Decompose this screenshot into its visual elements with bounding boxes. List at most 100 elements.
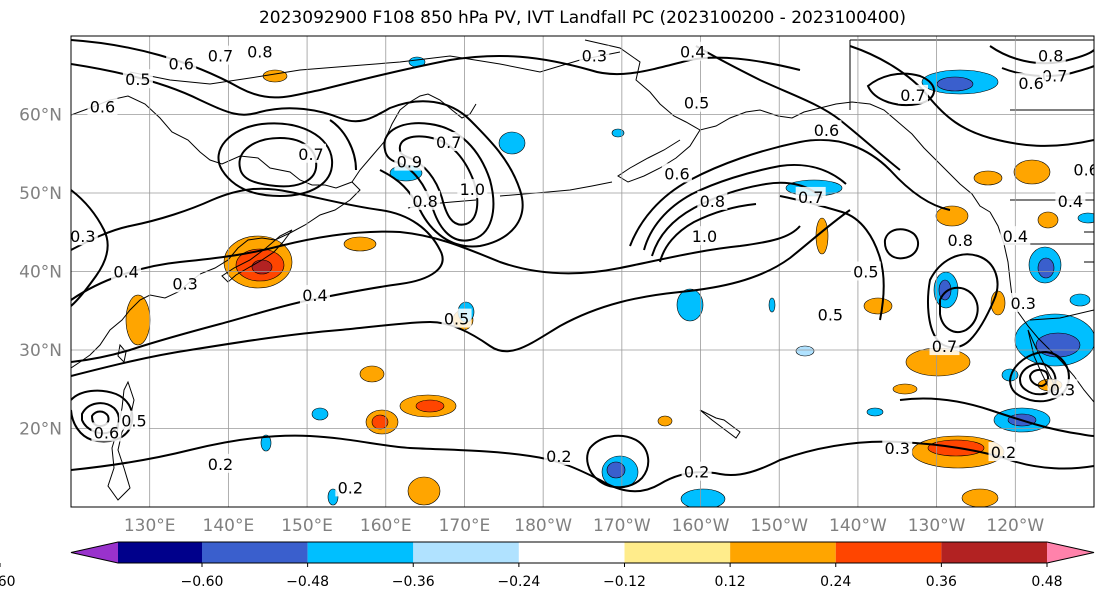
contour-label-background: [122, 69, 153, 89]
contour-line: [71, 189, 109, 307]
contour-label-background: [299, 285, 330, 305]
contour-label: 0.3: [1010, 294, 1035, 313]
positive-anomaly-patch: [407, 476, 441, 506]
negative-anomaly-patch: [1035, 332, 1081, 358]
contour-label: 0.4: [302, 286, 327, 305]
contour-line: [643, 164, 847, 251]
contour-label: 0.2: [338, 478, 363, 497]
contour-label-background: [87, 96, 118, 116]
colorbar-segment: [202, 542, 308, 563]
contour-label-background: [681, 461, 712, 481]
contour-label-background: [543, 445, 574, 465]
contour-label: 1.0: [692, 227, 717, 246]
contour-label: 0.5: [121, 412, 146, 431]
contour-label-background: [677, 41, 708, 61]
contour-label: 0.4: [680, 43, 705, 62]
negative-anomaly-patch: [1077, 212, 1094, 224]
contour-label-background: [988, 442, 1019, 462]
contour-label: 0.7: [1042, 66, 1067, 85]
colorbar-tick-label: −0.48: [286, 574, 329, 590]
contour-label: 0.3: [70, 227, 95, 246]
negative-anomaly-patch: [1069, 293, 1091, 307]
contour-line: [217, 122, 334, 198]
contour-label: 0.2: [991, 443, 1016, 462]
longitude-tick-label: 140°W: [829, 516, 887, 536]
contour-label-background: [850, 261, 881, 281]
positive-anomaly-patch: [371, 414, 389, 430]
coastlines: [71, 39, 1094, 501]
border-box-ne: [850, 39, 1094, 263]
contour-line: [329, 119, 357, 171]
longitude-tick-label: 150°W: [750, 516, 808, 536]
contour-label-background: [394, 151, 425, 171]
colorbar-segment: [941, 542, 1047, 563]
contour-label-background: [205, 453, 236, 473]
contour-label: 0.3: [1050, 380, 1075, 399]
longitude-tick-label: 170°W: [593, 516, 651, 536]
colorbar-tick-label: 0.60: [0, 574, 16, 590]
contour-line: [71, 187, 444, 363]
negative-anomaly-patch: [1037, 257, 1055, 279]
contour-label: 0.6: [90, 98, 115, 117]
contour-label: 0.8: [700, 192, 725, 211]
contour-label: 0.9: [397, 153, 422, 172]
contour-label: 0.2: [546, 447, 571, 466]
contour-label-background: [170, 273, 201, 293]
contour-line: [71, 209, 851, 377]
contour-label-background: [111, 261, 142, 281]
contour-label: 0.6: [664, 164, 689, 183]
contour-label-background: [1000, 226, 1031, 246]
colorbar-extension-low: [71, 542, 118, 563]
colorbar-segment: [413, 542, 519, 563]
longitude-tick-label: 130°W: [908, 516, 966, 536]
colorbar-segment: [518, 542, 625, 563]
latitude-tick-label: 30°N: [19, 341, 62, 361]
latitude-tick-label: 40°N: [19, 263, 62, 283]
positive-anomaly-patch: [892, 383, 918, 395]
colorbar-tick-label: 0.36: [926, 574, 957, 590]
colorbar-tick-label: 0.24: [820, 574, 851, 590]
latitude-axis: 60°N 50°N 40°N 30°N 20°N: [19, 106, 62, 440]
contour-label: 0.7: [436, 133, 461, 152]
shaded-anomalies: [125, 56, 1094, 507]
contour-label: 0.6: [814, 121, 839, 140]
coastline-siberia-north: [129, 51, 621, 85]
contour-line: [927, 253, 999, 349]
contour-label: 0.5: [853, 263, 878, 282]
negative-anomaly-patch: [611, 128, 625, 138]
colorbar-segment: [835, 542, 942, 563]
contour-label: 0.6: [168, 54, 193, 73]
contour-label-background: [433, 131, 464, 151]
contour-label: 0.3: [172, 274, 197, 293]
longitude-tick-label: 160°E: [360, 516, 412, 536]
contour-label: 0.3: [582, 47, 607, 66]
colorbar-tick-label: 0.48: [1031, 574, 1062, 590]
contour-line: [939, 286, 979, 333]
contour-label-background: [244, 41, 275, 61]
contour-label-background: [205, 45, 236, 65]
negative-anomaly-patch: [936, 76, 974, 92]
positive-anomaly-patch: [961, 488, 999, 507]
contour-label: 0.2: [684, 463, 709, 482]
negative-anomaly-patch: [680, 488, 726, 507]
contour-label-background: [898, 84, 929, 104]
contour-label-background: [296, 143, 327, 163]
contour-label-background: [661, 163, 692, 183]
contour-label: 0.4: [113, 263, 138, 282]
contour-line: [238, 136, 318, 188]
colorbar-segment: [118, 542, 202, 563]
contour-label-background: [1008, 292, 1039, 312]
contour-labels: 0.60.50.6 0.7 0.80.70.80.90.71.00.30.40.30…: [70, 41, 1094, 497]
contour-line: [883, 228, 920, 260]
contour-label-background: [945, 230, 976, 250]
coastline-hawaii: [699, 409, 741, 439]
contour-label-background: [815, 304, 846, 324]
negative-anomaly-patch: [676, 288, 704, 322]
latitude-tick-label: 50°N: [19, 184, 62, 204]
negative-anomaly-patch: [606, 461, 626, 479]
map-frame: [70, 35, 1095, 508]
colorbar: −0.60 −0.48 −0.36 −0.24 −0.12 0.12 0.24 0.36 0.4…: [0, 541, 1095, 590]
contour-label-background: [1016, 73, 1047, 93]
coastline-alaska-peninsula: [617, 129, 701, 183]
